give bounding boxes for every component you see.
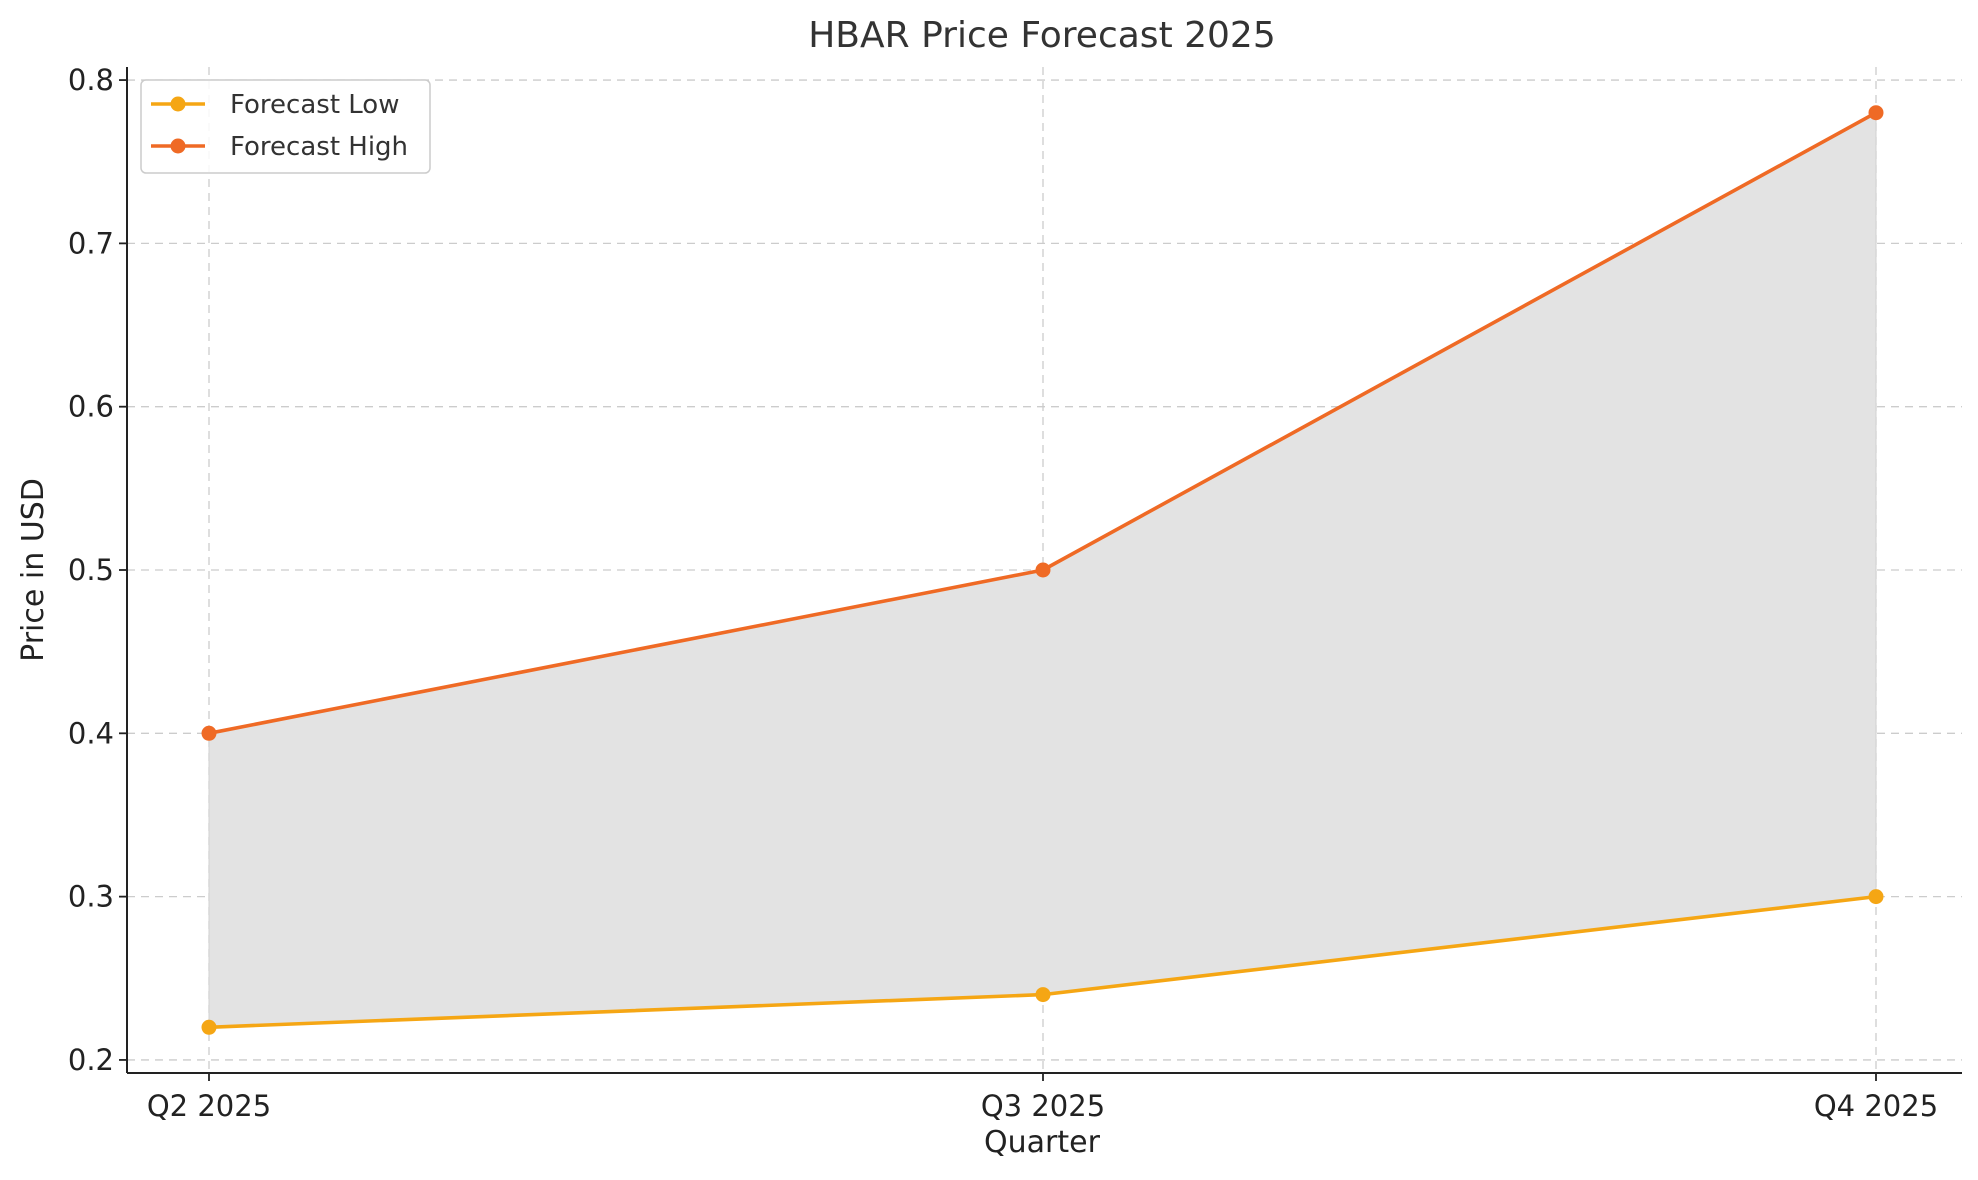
- y-axis-label: Price in USD: [16, 478, 51, 662]
- x-axis-label: Quarter: [984, 1125, 1101, 1160]
- legend-marker-forecast-high: [170, 138, 186, 154]
- data-point-forecast-high: [1035, 562, 1051, 578]
- legend-label-forecast-high: Forecast High: [230, 132, 408, 162]
- legend-label-forecast-low: Forecast Low: [230, 90, 399, 120]
- chart-title: HBAR Price Forecast 2025: [808, 15, 1276, 56]
- y-tick-label: 0.2: [68, 1043, 114, 1077]
- y-tick-label: 0.8: [68, 63, 114, 97]
- data-point-forecast-low: [1035, 987, 1051, 1003]
- data-point-forecast-low: [201, 1019, 217, 1035]
- x-tick-label: Q3 2025: [981, 1089, 1105, 1123]
- y-tick-label: 0.6: [68, 390, 114, 424]
- legend-box: [140, 79, 431, 174]
- data-point-forecast-high: [1868, 105, 1884, 121]
- data-point-forecast-low: [1868, 889, 1884, 905]
- y-tick-label: 0.3: [68, 880, 114, 914]
- data-point-forecast-high: [201, 725, 217, 741]
- legend: Forecast Low Forecast High: [140, 79, 431, 174]
- axis-ticks: 0.2 0.3 0.4 0.5 0.6 0.7 0.8 Q2 2025 Q3 2025 Q4 20…: [68, 63, 1938, 1123]
- y-tick-label: 0.4: [68, 716, 114, 750]
- series-group: [201, 105, 1884, 1035]
- x-tick-label: Q2 2025: [147, 1089, 271, 1123]
- y-tick-label: 0.5: [68, 553, 114, 587]
- x-tick-label: Q4 2025: [1814, 1089, 1938, 1123]
- y-tick-label: 0.7: [68, 226, 114, 260]
- legend-marker-forecast-low: [170, 96, 186, 112]
